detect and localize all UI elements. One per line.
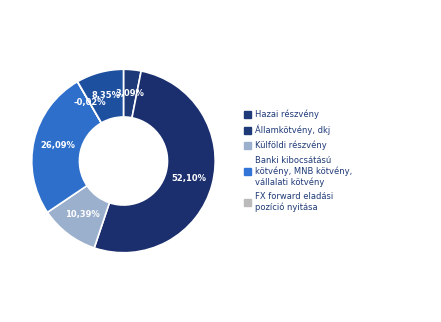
Text: 26,09%: 26,09% <box>40 141 75 150</box>
Wedge shape <box>94 71 215 253</box>
Wedge shape <box>78 69 123 123</box>
Wedge shape <box>78 81 101 123</box>
Text: 10,39%: 10,39% <box>65 210 100 219</box>
Text: 8,35%: 8,35% <box>91 91 120 100</box>
Text: -0,02%: -0,02% <box>73 98 106 107</box>
Wedge shape <box>48 185 109 248</box>
Text: 52,10%: 52,10% <box>171 174 206 183</box>
Legend: Hazai részvény, Államkötvény, dkj, Külföldi részvény, Banki kibocsátású
kötvény,: Hazai részvény, Államkötvény, dkj, Külfö… <box>242 108 354 214</box>
Wedge shape <box>123 69 141 118</box>
Wedge shape <box>32 82 101 212</box>
Text: 3,09%: 3,09% <box>116 90 145 99</box>
